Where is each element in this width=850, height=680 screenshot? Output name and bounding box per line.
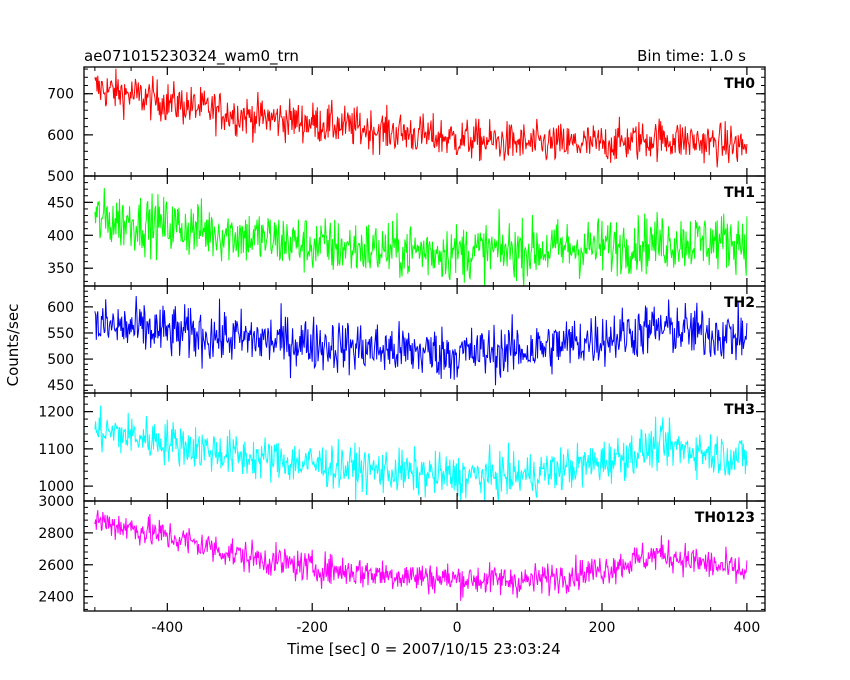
- panel-frame: [83, 500, 766, 612]
- panel-frame: [83, 285, 766, 394]
- y-tick-label: 450: [47, 195, 74, 211]
- y-tick-label: 700: [47, 87, 74, 103]
- x-tick-label: 200: [589, 620, 616, 636]
- panel-label-th0: TH0: [724, 76, 755, 92]
- panel-label-th2: TH2: [724, 295, 755, 311]
- x-tick-label: 0: [453, 620, 462, 636]
- x-axis-label: Time [sec] 0 = 2007/10/15 23:03:24: [286, 640, 560, 658]
- series-line-th0123: [94, 510, 748, 601]
- panel-label-th1: TH1: [724, 185, 755, 201]
- y-tick-label: 2400: [38, 590, 74, 606]
- panel-th0123: 2400 2600 2800 3000 TH0123: [38, 494, 766, 612]
- panel-th3: 1000 1100 1200 TH3: [38, 392, 766, 502]
- y-tick-label: 1100: [38, 442, 74, 458]
- panel-th1: 350 400 450 TH1: [47, 175, 766, 287]
- x-axis: -400 -200 0 200 400: [151, 620, 760, 636]
- x-tick-label: 400: [734, 620, 761, 636]
- series-line-th2: [94, 295, 748, 386]
- bin-time-label: Bin time: 1.0 s: [637, 47, 746, 65]
- panel-frame: [83, 66, 766, 177]
- y-tick-label: 400: [47, 228, 74, 244]
- y-tick-label: 3000: [38, 494, 74, 510]
- chart-title: ae071015230324_wam0_trn: [84, 47, 299, 66]
- y-tick-label: 550: [47, 326, 74, 342]
- series-line-th0: [94, 68, 748, 168]
- panel-th2: 450 500 550 600 TH2: [47, 285, 766, 394]
- y-tick-label: 600: [47, 128, 74, 144]
- x-tick-label: -200: [296, 620, 328, 636]
- panel-th0: 500 600 700 TH0: [47, 66, 766, 185]
- y-tick-label: 350: [47, 261, 74, 277]
- series-line-th1: [94, 187, 748, 286]
- y-tick-label: 600: [47, 300, 74, 316]
- y-tick-label: 2800: [38, 526, 74, 542]
- y-axis-label: Counts/sec: [4, 304, 22, 387]
- panels-group: 500 600 700 TH0 350 400 450 TH1 450 500 550 600 TH2 1…: [38, 66, 766, 612]
- series-line-th3: [94, 405, 748, 501]
- panel-label-th0123: TH0123: [695, 510, 755, 526]
- y-tick-label: 1000: [38, 479, 74, 495]
- y-tick-label: 1200: [38, 405, 74, 421]
- panel-label-th3: TH3: [724, 402, 755, 418]
- y-tick-label: 2600: [38, 558, 74, 574]
- y-tick-label: 500: [47, 352, 74, 368]
- x-tick-label: -400: [151, 620, 183, 636]
- y-tick-label: 450: [47, 378, 74, 394]
- y-tick-label: 500: [47, 169, 74, 185]
